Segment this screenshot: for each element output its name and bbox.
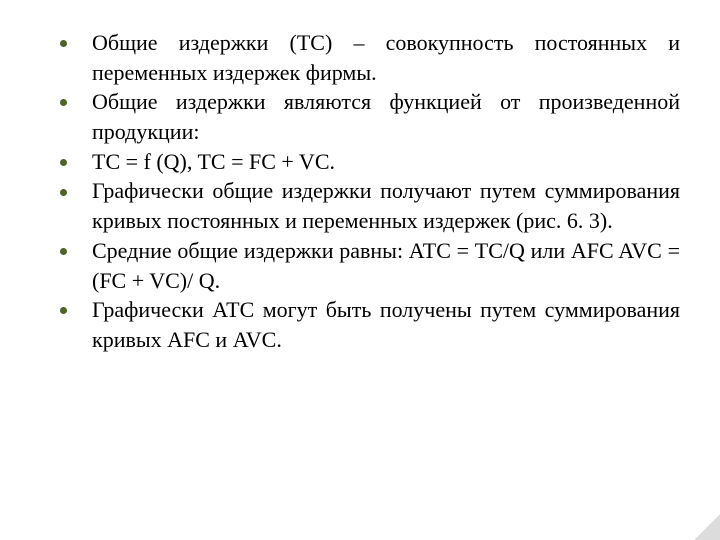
list-item: Средние общие издержки равны: АТС = TC/Q…	[58, 236, 680, 295]
list-item: Общие издержки (ТС) – совокупность посто…	[58, 28, 680, 87]
list-item: Графически общие издержки получают путем…	[58, 176, 680, 235]
page-corner-fold-icon	[694, 514, 720, 540]
list-item: Графически АТС могут быть получены путем…	[58, 295, 680, 354]
slide-page: Общие издержки (ТС) – совокупность посто…	[0, 0, 720, 540]
bullet-list: Общие издержки (ТС) – совокупность посто…	[58, 28, 680, 355]
list-item: Общие издержки являются функцией от прои…	[58, 87, 680, 146]
list-item: ТС = f (Q), TC = FC + VC.	[58, 147, 680, 177]
